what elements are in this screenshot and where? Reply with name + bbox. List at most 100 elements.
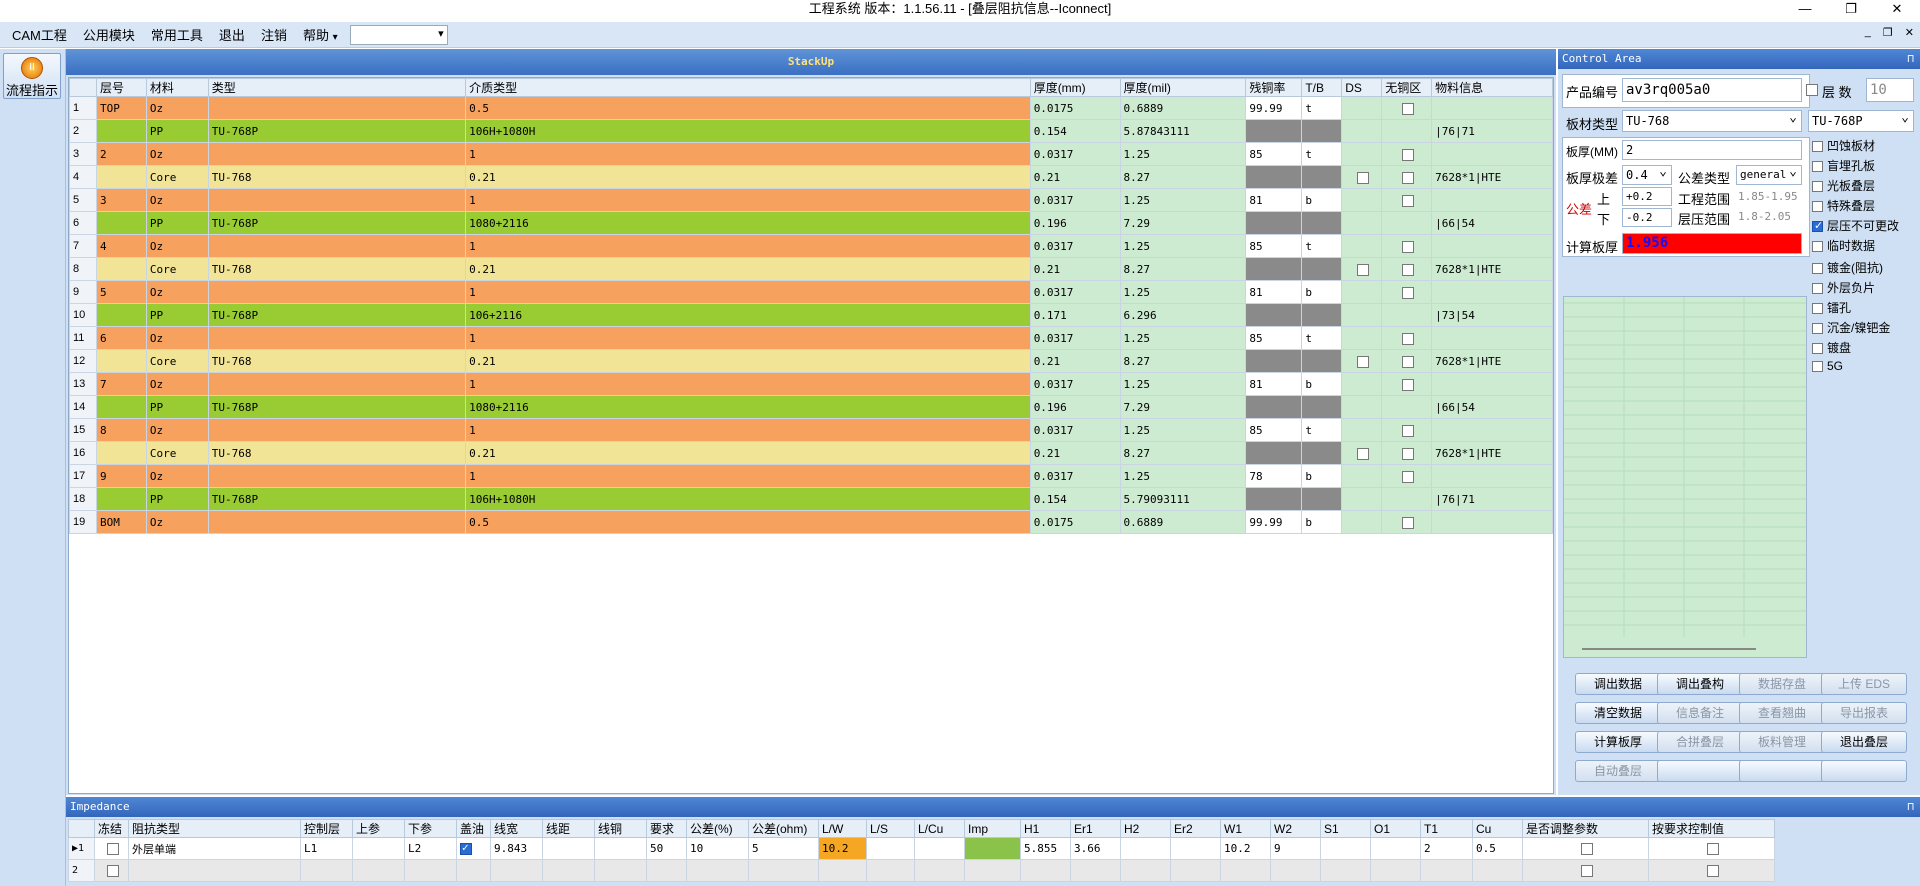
table-row[interactable]: 8 Core TU-768 0.21 0.21 8.27 7628*1|HTE <box>69 257 1553 281</box>
option-item[interactable]: 特殊叠层 <box>1812 197 1918 217</box>
table-cell[interactable]: 85 <box>1245 234 1303 258</box>
table-cell[interactable]: 1 <box>465 418 1031 442</box>
table-cell[interactable]: TU-768P <box>207 119 467 143</box>
table-cell[interactable]: 0.5 <box>465 510 1031 534</box>
table-cell[interactable]: 11 <box>69 326 97 350</box>
menu-logout[interactable]: 注销 <box>260 28 287 43</box>
table-cell[interactable]: 1 <box>465 234 1031 258</box>
table-cell[interactable] <box>207 372 467 396</box>
table-cell[interactable] <box>1245 165 1303 189</box>
limit-select[interactable]: 0.4 <box>1622 165 1672 185</box>
imp-cell[interactable] <box>1120 837 1171 860</box>
board-type-select[interactable]: TU-768 <box>1622 110 1802 132</box>
table-cell[interactable]: 1 <box>465 372 1031 396</box>
table-cell[interactable] <box>1245 349 1303 373</box>
table-cell[interactable]: 1 <box>465 464 1031 488</box>
control-grid-panel[interactable] <box>1563 296 1807 658</box>
table-cell[interactable]: 0.0317 <box>1029 372 1121 396</box>
table-cell[interactable]: Oz <box>145 188 209 212</box>
table-cell[interactable]: 81 <box>1245 280 1303 304</box>
maximize-button[interactable]: ❐ <box>1845 1 1857 16</box>
table-cell[interactable] <box>1301 211 1343 235</box>
imp-col-header[interactable]: L/S <box>866 819 915 838</box>
layers-input[interactable]: 10 <box>1866 78 1914 102</box>
table-cell[interactable] <box>1301 119 1343 143</box>
table-cell[interactable] <box>1381 303 1433 327</box>
table-cell[interactable] <box>1341 142 1383 166</box>
table-cell[interactable]: 7 <box>69 234 97 258</box>
option-item[interactable]: 临时数据 <box>1812 237 1918 257</box>
imp-cell[interactable] <box>594 837 647 860</box>
table-cell[interactable]: 0.154 <box>1029 487 1121 511</box>
table-cell[interactable] <box>95 257 147 281</box>
table-cell[interactable]: TU-768 <box>207 349 467 373</box>
table-cell[interactable] <box>95 349 147 373</box>
imp-cell[interactable] <box>300 859 353 882</box>
imp-cell[interactable] <box>1270 859 1321 882</box>
imp-checkbox[interactable] <box>107 843 119 855</box>
table-cell[interactable]: 1.25 <box>1119 142 1247 166</box>
table-row[interactable]: 18 PP TU-768P 106H+1080H 0.154 5.79093111 |76|… <box>69 487 1553 511</box>
table-cell[interactable] <box>1341 96 1383 120</box>
table-cell[interactable] <box>1381 280 1433 304</box>
table-cell[interactable]: PP <box>145 487 209 511</box>
table-cell[interactable] <box>1381 510 1433 534</box>
option-checkbox[interactable] <box>1812 263 1823 275</box>
table-row[interactable]: 11 6 Oz 1 0.0317 1.25 85 t <box>69 326 1553 350</box>
table-cell[interactable]: t <box>1301 96 1343 120</box>
table-cell[interactable]: |76|71 <box>1431 119 1553 143</box>
menu-common-module[interactable]: 公用模块 <box>82 28 135 43</box>
action-button[interactable]: 数据存盘 <box>1739 673 1825 695</box>
table-cell[interactable] <box>207 418 467 442</box>
imp-cell[interactable]: 3.66 <box>1070 837 1121 860</box>
imp-col-header[interactable]: 控制层 <box>300 819 353 838</box>
table-cell[interactable]: 3 <box>95 188 147 212</box>
table-cell[interactable]: Oz <box>145 234 209 258</box>
table-cell[interactable] <box>95 211 147 235</box>
imp-row[interactable]: ▶1外层单端L1L29.8435010510.25.8553.6610.2920… <box>68 837 1775 860</box>
imp-cell[interactable] <box>1320 859 1371 882</box>
ds-checkbox[interactable] <box>1357 263 1370 276</box>
table-cell[interactable]: 13 <box>69 372 97 396</box>
table-cell[interactable] <box>1341 211 1383 235</box>
table-cell[interactable]: Oz <box>145 96 209 120</box>
option-checkbox[interactable] <box>1812 241 1823 253</box>
board-type2-select[interactable]: TU-768P <box>1808 110 1914 132</box>
imp-col-header[interactable]: 上参 <box>352 819 405 838</box>
table-cell[interactable] <box>207 326 467 350</box>
option-item[interactable]: 外层负片 <box>1812 279 1918 299</box>
table-cell[interactable]: 99.99 <box>1245 96 1303 120</box>
table-cell[interactable] <box>1341 349 1383 373</box>
option-checkbox[interactable] <box>1812 219 1823 233</box>
action-button[interactable] <box>1821 760 1907 782</box>
lower-input[interactable]: -0.2 <box>1622 208 1672 227</box>
table-cell[interactable]: 0.21 <box>1029 349 1121 373</box>
imp-col-header[interactable]: 公差(%) <box>686 819 749 838</box>
table-cell[interactable]: 10 <box>69 303 97 327</box>
table-cell[interactable] <box>95 395 147 419</box>
table-cell[interactable] <box>1431 464 1553 488</box>
imp-col-header[interactable]: 阻抗类型 <box>128 819 301 838</box>
table-cell[interactable]: |73|54 <box>1431 303 1553 327</box>
table-cell[interactable] <box>95 119 147 143</box>
table-cell[interactable] <box>1301 395 1343 419</box>
close-button[interactable]: ✕ <box>1891 1 1903 16</box>
imp-cell[interactable] <box>686 859 749 882</box>
table-cell[interactable]: b <box>1301 372 1343 396</box>
option-checkbox[interactable] <box>1812 141 1823 153</box>
table-cell[interactable]: 0.0317 <box>1029 234 1121 258</box>
imp-col-header[interactable]: Er1 <box>1070 819 1121 838</box>
table-cell[interactable]: 0.0317 <box>1029 142 1121 166</box>
table-cell[interactable]: 7 <box>95 372 147 396</box>
table-cell[interactable] <box>1341 119 1383 143</box>
action-button[interactable]: 退出叠层 <box>1821 731 1907 753</box>
table-row[interactable]: 13 7 Oz 1 0.0317 1.25 81 b <box>69 372 1553 396</box>
table-cell[interactable] <box>95 487 147 511</box>
imp-cell[interactable]: 9.843 <box>490 837 543 860</box>
table-cell[interactable]: 6.296 <box>1119 303 1247 327</box>
no-copper-checkbox[interactable] <box>1402 470 1415 483</box>
table-cell[interactable] <box>1341 418 1383 442</box>
table-cell[interactable]: 8.27 <box>1119 441 1247 465</box>
action-button[interactable]: 调出叠构 <box>1657 673 1743 695</box>
table-cell[interactable] <box>1431 234 1553 258</box>
